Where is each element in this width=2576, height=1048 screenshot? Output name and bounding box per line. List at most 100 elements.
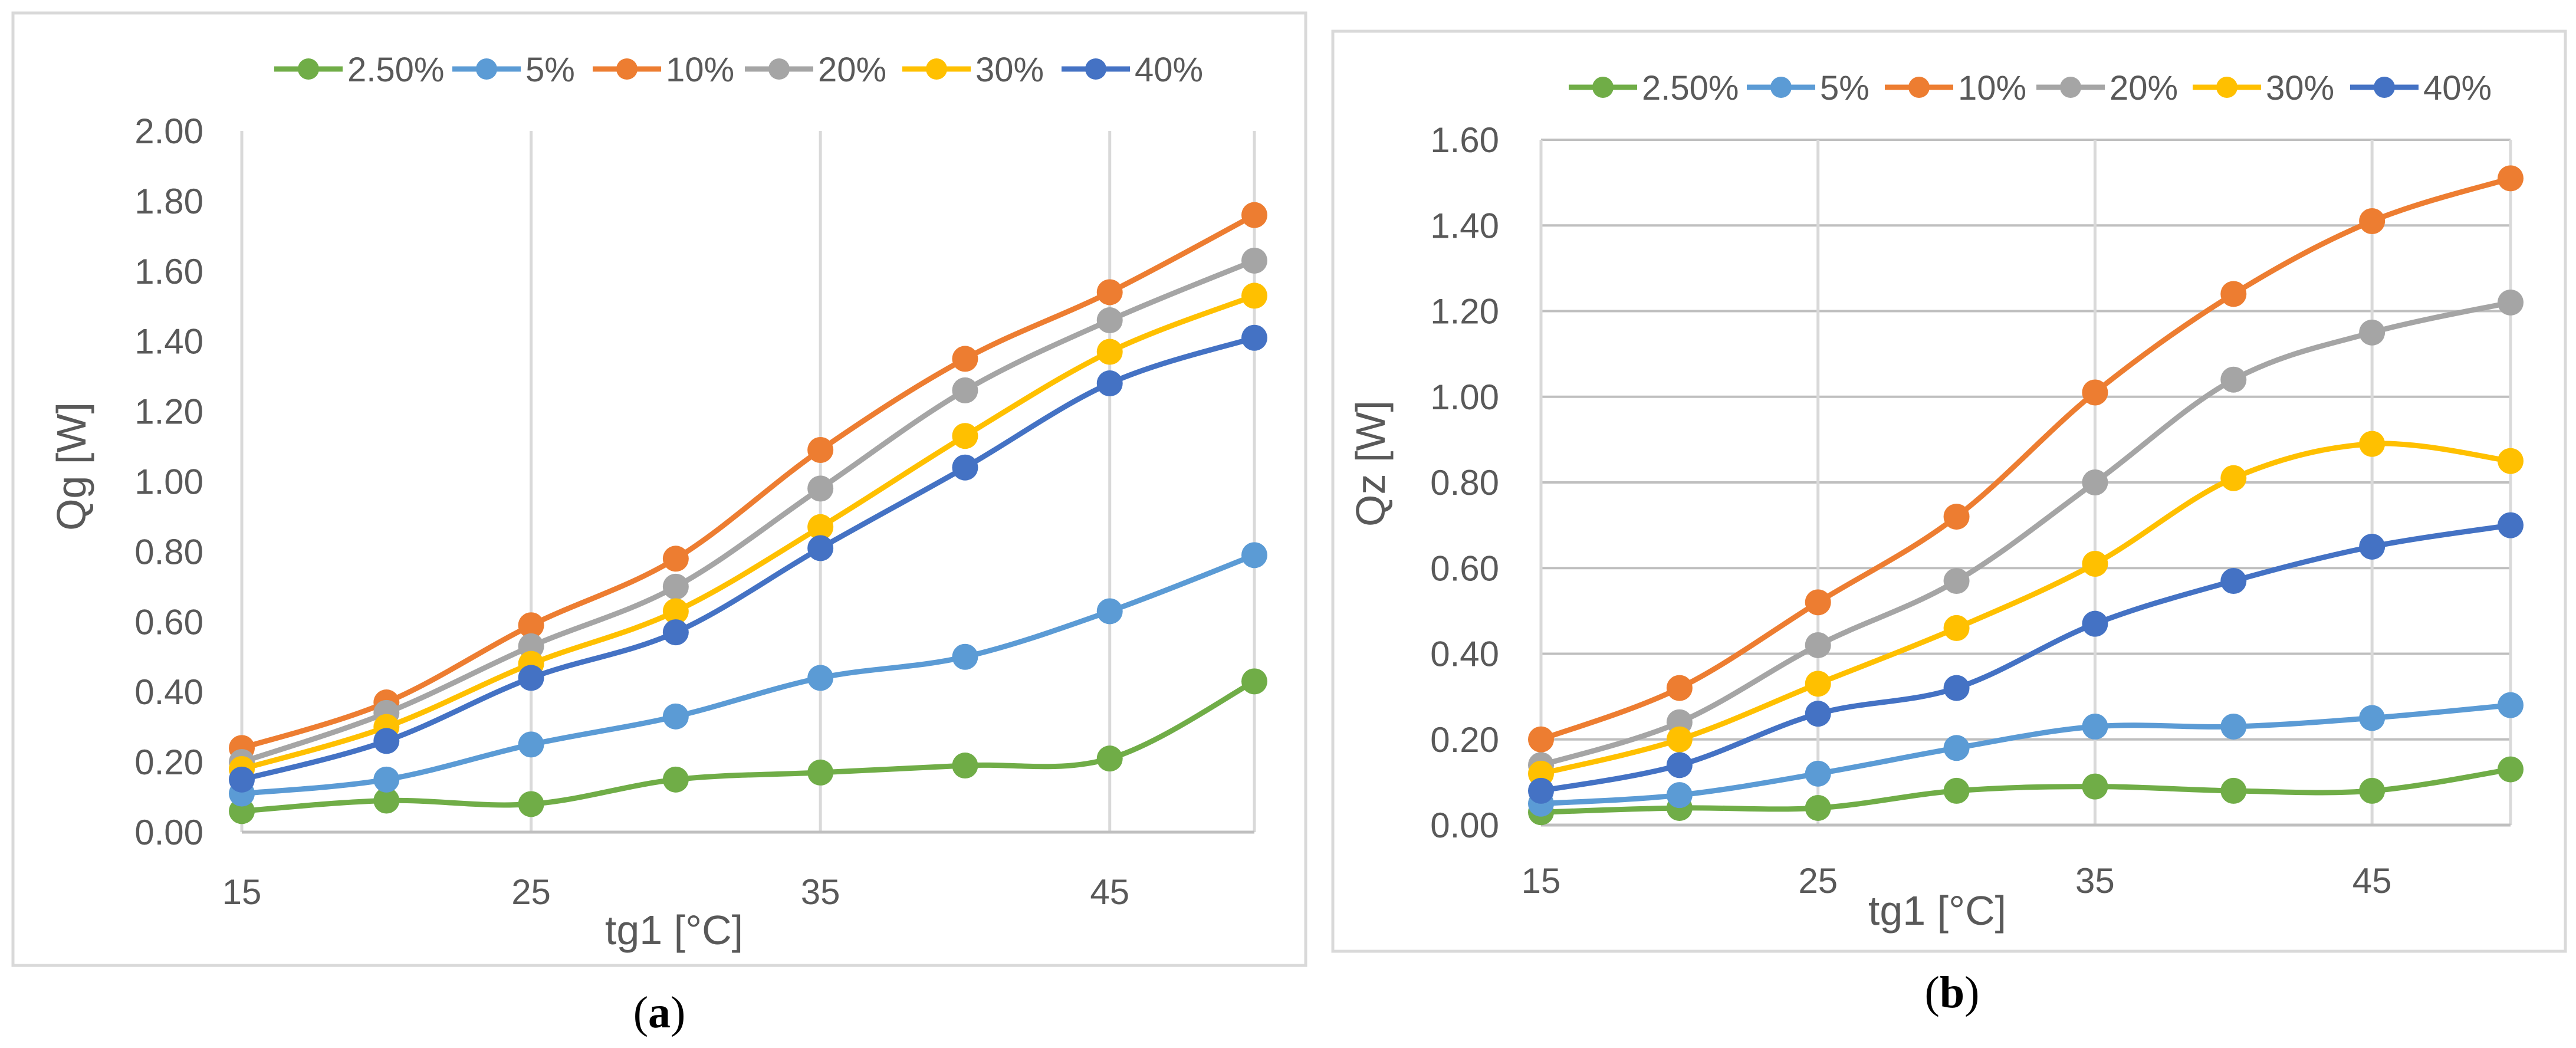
- data-point: [1528, 778, 1554, 804]
- data-point: [2359, 705, 2385, 731]
- data-point: [2220, 714, 2246, 740]
- x-tick-label: 35: [2075, 861, 2115, 901]
- data-point: [1944, 504, 1970, 530]
- legend-label: 5%: [525, 51, 575, 89]
- y-tick-label: 1.60: [134, 252, 203, 291]
- data-point: [663, 767, 689, 793]
- y-tick-label: 0.80: [1430, 463, 1499, 502]
- x-tick-label: 15: [222, 872, 262, 912]
- y-tick-label: 1.40: [134, 322, 203, 362]
- y-tick-label: 0.00: [1430, 806, 1499, 845]
- data-point: [518, 731, 544, 757]
- legend-swatch-marker: [1908, 77, 1930, 98]
- data-point: [952, 346, 978, 372]
- legend-label: 30%: [975, 51, 1044, 89]
- data-point: [2220, 568, 2246, 594]
- panel-a-caption: (a): [633, 988, 686, 1037]
- data-point: [1805, 632, 1831, 658]
- data-point: [2359, 778, 2385, 804]
- chart-b-y-axis-title: Qz [W]: [1348, 400, 1394, 527]
- chart-a-frame: [13, 13, 1306, 965]
- data-point: [663, 619, 689, 645]
- y-tick-label: 1.00: [134, 462, 203, 502]
- chart-panel-b: 0.00 0.20 0.40 0.60 0.80 1.00 1.20 1.40 1.60 15 2…: [1333, 31, 2565, 951]
- data-point: [2082, 469, 2108, 495]
- x-tick-label: 35: [801, 872, 840, 912]
- legend-label: 10%: [1958, 69, 2026, 107]
- figure: 0.000.200.400.600.801.001.201.401.601.80…: [0, 0, 2576, 1048]
- data-point: [2082, 379, 2108, 405]
- y-tick-label: 1.60: [1430, 120, 1499, 160]
- legend-label: 40%: [2423, 69, 2492, 107]
- data-point: [1805, 795, 1831, 821]
- legend-label: 30%: [2266, 69, 2334, 107]
- chart-b-frame: [1333, 31, 2565, 951]
- data-point: [2498, 757, 2524, 783]
- legend-label: 20%: [2110, 69, 2178, 107]
- data-point: [2082, 714, 2108, 740]
- data-point: [807, 665, 833, 691]
- data-point: [807, 475, 833, 501]
- data-point: [2498, 290, 2524, 316]
- y-tick-label: 0.20: [134, 743, 203, 782]
- y-tick-label: 1.40: [1430, 206, 1499, 245]
- data-point: [807, 535, 833, 561]
- data-point: [807, 437, 833, 463]
- legend-swatch-marker: [616, 58, 638, 80]
- panel-b-caption: (b): [1925, 968, 1980, 1017]
- chart-b-x-axis-title: tg1 [°C]: [1868, 888, 2006, 934]
- legend-swatch-marker: [2060, 77, 2081, 98]
- data-point: [1944, 735, 1970, 761]
- data-point: [2082, 551, 2108, 577]
- x-tick-label: 45: [2352, 861, 2392, 901]
- legend-label: 2.50%: [1642, 69, 1739, 107]
- y-tick-label: 1.20: [1430, 292, 1499, 331]
- legend-swatch-marker: [1592, 77, 1614, 98]
- x-tick-label: 15: [1522, 861, 1561, 901]
- y-tick-label: 0.60: [134, 602, 203, 642]
- data-point: [952, 455, 978, 481]
- y-tick-label: 0.60: [1430, 548, 1499, 588]
- data-point: [518, 665, 544, 691]
- data-point: [1667, 752, 1693, 778]
- legend-swatch-marker: [298, 58, 319, 80]
- data-point: [663, 574, 689, 600]
- data-point: [952, 423, 978, 449]
- data-point: [518, 791, 544, 817]
- legend-label: 40%: [1135, 51, 1203, 89]
- data-point: [2359, 208, 2385, 234]
- data-point: [1097, 745, 1123, 771]
- chart-a-y-axis-title: Qg [W]: [48, 402, 94, 531]
- data-point: [2498, 512, 2524, 538]
- legend-swatch-marker: [768, 58, 790, 80]
- data-point: [2220, 778, 2246, 804]
- data-point: [952, 377, 978, 403]
- chart-a-x-axis-title: tg1 [°C]: [605, 907, 743, 953]
- data-point: [373, 728, 399, 754]
- data-point: [1241, 542, 1267, 568]
- chart-panel-a: 0.000.200.400.600.801.001.201.401.601.80…: [13, 13, 1306, 965]
- legend-label: 2.50%: [347, 51, 444, 89]
- data-point: [2220, 281, 2246, 307]
- x-tick-label: 25: [511, 872, 551, 912]
- data-point: [1097, 339, 1123, 365]
- y-tick-label: 1.80: [134, 182, 203, 221]
- legend-label: 10%: [666, 51, 734, 89]
- legend-swatch-marker: [2374, 77, 2395, 98]
- data-point: [1241, 282, 1267, 308]
- data-point: [1097, 279, 1123, 305]
- data-point: [1097, 598, 1123, 624]
- data-point: [663, 704, 689, 730]
- x-tick-label: 25: [1798, 861, 1838, 901]
- data-point: [1805, 589, 1831, 615]
- data-point: [2082, 611, 2108, 637]
- legend-label: 5%: [1820, 69, 1869, 107]
- legend-swatch-marker: [2216, 77, 2237, 98]
- chart-b-y-ticks: 0.000.200.400.600.801.001.201.401.60: [1430, 120, 1499, 845]
- panel-b-letter: b: [1940, 968, 1964, 1017]
- data-point: [1667, 727, 1693, 753]
- data-point: [1805, 761, 1831, 787]
- data-point: [1805, 671, 1831, 697]
- x-tick-label: 45: [1090, 872, 1129, 912]
- data-point: [2498, 448, 2524, 474]
